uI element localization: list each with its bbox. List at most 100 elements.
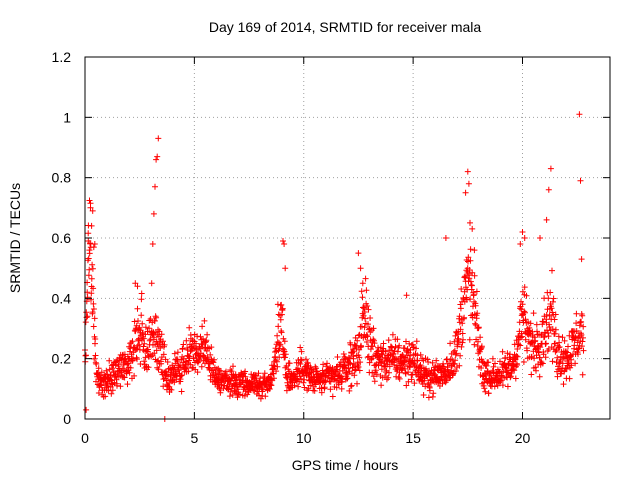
- data-point: [261, 370, 268, 377]
- data-point: [311, 387, 318, 394]
- data-point: [274, 332, 281, 339]
- data-point: [103, 367, 110, 374]
- data-point: [226, 393, 233, 400]
- data-point: [560, 381, 567, 388]
- data-point: [85, 255, 92, 262]
- data-point: [403, 382, 410, 389]
- data-point: [92, 352, 99, 359]
- data-point: [232, 371, 239, 378]
- data-point: [537, 344, 544, 351]
- data-point: [426, 387, 433, 394]
- data-point: [132, 325, 139, 332]
- data-point: [543, 216, 550, 223]
- data-point: [198, 363, 205, 370]
- data-point: [138, 296, 145, 303]
- data-point: [396, 369, 403, 376]
- data-point: [92, 336, 99, 342]
- data-point: [270, 362, 277, 369]
- data-point: [154, 153, 161, 160]
- data-point: [554, 373, 561, 380]
- data-point: [187, 348, 194, 355]
- data-point: [463, 296, 470, 303]
- data-point: [371, 378, 378, 385]
- data-point: [155, 366, 162, 373]
- data-point: [452, 368, 459, 374]
- data-point: [87, 204, 94, 211]
- data-point: [90, 300, 97, 307]
- data-point: [91, 355, 98, 362]
- data-point: [350, 355, 357, 362]
- data-point: [346, 387, 353, 394]
- data-point: [530, 310, 537, 317]
- data-point: [568, 362, 575, 369]
- data-point: [362, 315, 369, 322]
- data-point: [442, 235, 449, 241]
- data-point: [460, 296, 467, 302]
- data-point: [453, 350, 460, 357]
- data-point: [281, 241, 288, 247]
- data-point: [404, 346, 411, 352]
- data-point: [262, 393, 269, 400]
- data-point: [533, 367, 539, 374]
- data-point: [528, 371, 535, 378]
- data-point: [208, 344, 215, 351]
- data-point: [342, 364, 349, 371]
- data-point: [93, 361, 100, 367]
- data-point: [536, 373, 543, 380]
- data-point: [552, 326, 559, 333]
- data-point: [407, 364, 413, 371]
- data-point: [304, 360, 311, 367]
- data-point: [550, 298, 556, 305]
- data-point: [273, 368, 280, 375]
- data-point: [417, 367, 424, 374]
- data-point: [490, 363, 497, 370]
- data-point: [571, 342, 578, 349]
- data-point: [95, 365, 102, 372]
- data-point: [151, 334, 157, 341]
- data-point: [577, 177, 584, 184]
- x-tick-label: 15: [405, 430, 421, 446]
- data-point: [518, 330, 525, 337]
- data-point: [152, 183, 158, 190]
- data-point: [282, 354, 288, 361]
- data-point: [298, 357, 305, 364]
- data-point: [89, 309, 96, 316]
- data-point: [367, 315, 374, 321]
- data-point: [462, 189, 469, 196]
- data-point: [467, 246, 474, 253]
- data-point: [372, 367, 379, 374]
- data-point: [171, 379, 178, 386]
- data-point: [257, 395, 264, 402]
- data-point: [300, 379, 307, 386]
- data-point: [457, 305, 464, 312]
- data-point: [386, 363, 393, 370]
- data-point: [295, 383, 302, 390]
- data-point: [370, 353, 376, 360]
- data-point: [491, 383, 498, 390]
- data-point: [365, 306, 372, 313]
- data-point: [389, 344, 396, 351]
- data-point: [471, 247, 478, 254]
- data-point: [550, 295, 557, 302]
- data-point: [507, 373, 514, 380]
- data-point: [321, 384, 328, 391]
- data-point: [460, 336, 466, 343]
- data-point: [305, 385, 312, 392]
- data-point: [149, 241, 156, 247]
- data-point: [389, 331, 396, 338]
- data-point: [499, 382, 506, 389]
- data-point: [576, 111, 583, 118]
- data-point: [139, 320, 146, 327]
- data-point: [90, 244, 97, 251]
- data-point: [447, 340, 454, 347]
- data-point: [407, 352, 414, 359]
- data-point: [146, 337, 153, 344]
- data-point: [237, 381, 244, 387]
- data-point: [522, 316, 529, 323]
- data-point: [124, 361, 131, 367]
- data-point: [203, 337, 210, 344]
- data-point: [282, 351, 289, 358]
- data-point: [468, 282, 475, 289]
- x-tick-label: 5: [190, 430, 198, 446]
- data-point: [182, 365, 189, 372]
